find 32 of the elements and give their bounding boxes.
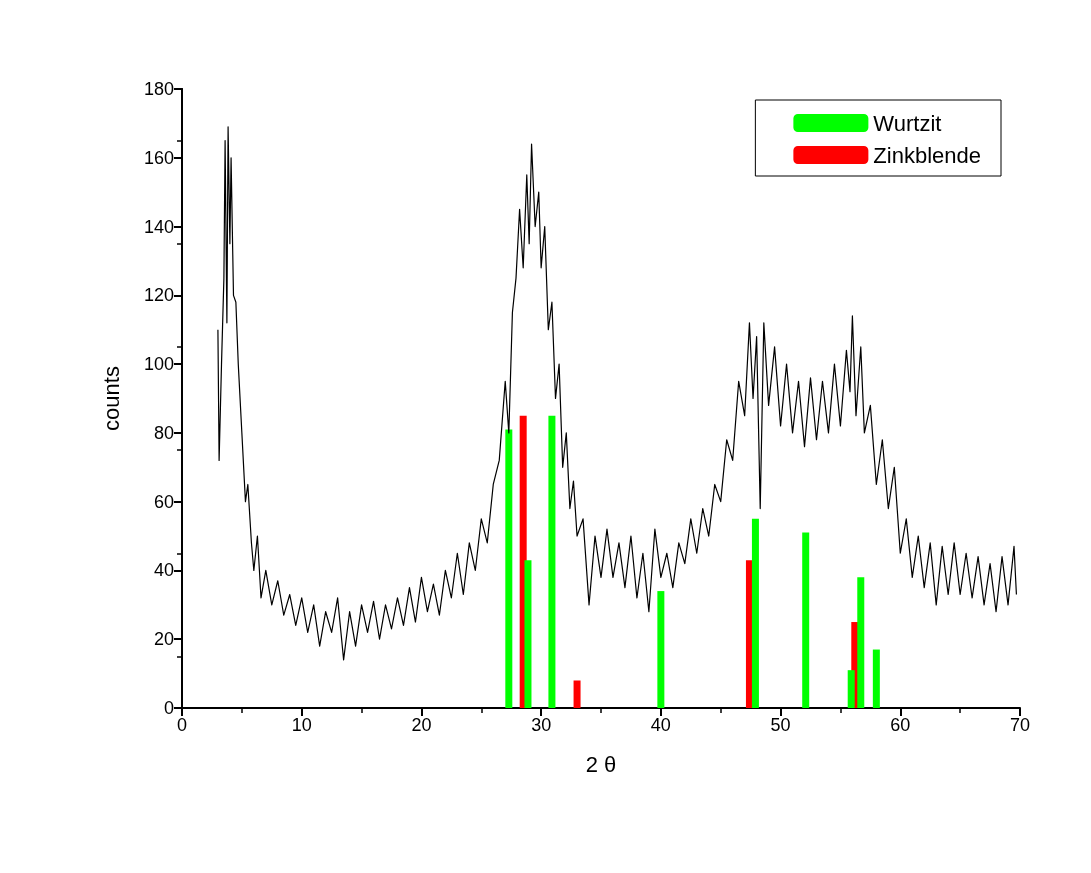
bar xyxy=(802,532,810,708)
bar xyxy=(657,591,665,708)
legend-label: Zinkblende xyxy=(873,142,982,168)
x-tick-label: 30 xyxy=(531,715,552,735)
legend-label: Wurtzit xyxy=(873,110,942,136)
y-tick-label: 160 xyxy=(143,147,174,168)
bar xyxy=(548,415,556,708)
bar xyxy=(751,518,759,708)
y-tick-label: 40 xyxy=(153,560,174,581)
x-tick-label: 0 xyxy=(176,715,188,735)
x-tick-label: 50 xyxy=(770,715,791,735)
x-axis-title: 2 θ xyxy=(585,751,617,777)
bar xyxy=(505,429,513,708)
bar xyxy=(857,577,865,708)
y-tick-label: 60 xyxy=(153,491,174,512)
y-tick-label: 100 xyxy=(143,354,174,375)
bar xyxy=(573,680,581,708)
bar xyxy=(872,649,880,708)
bar xyxy=(524,560,532,708)
x-tick-label: 40 xyxy=(650,715,671,735)
y-tick-label: 20 xyxy=(153,629,174,650)
x-tick-label: 20 xyxy=(411,715,432,735)
x-tick-label: 70 xyxy=(1009,715,1031,735)
y-axis-title: counts xyxy=(98,366,124,431)
y-tick-label: 80 xyxy=(153,422,174,443)
y-tick-label: 0 xyxy=(163,698,174,718)
bar xyxy=(847,670,855,708)
y-tick-label: 180 xyxy=(143,79,174,99)
y-tick-label: 120 xyxy=(143,285,174,306)
x-tick-label: 10 xyxy=(291,715,312,735)
x-tick-label: 60 xyxy=(890,715,911,735)
y-tick-label: 140 xyxy=(143,216,174,237)
